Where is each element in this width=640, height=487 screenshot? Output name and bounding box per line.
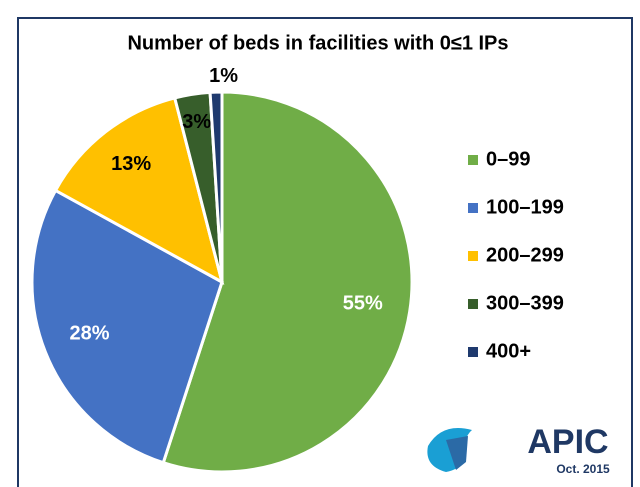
logo-name: APIC — [527, 423, 608, 461]
pie-slice — [53, 96, 225, 285]
data-label: 3% — [182, 111, 211, 133]
legend-label: 300–399 — [486, 292, 564, 314]
data-label: 13% — [111, 153, 151, 175]
chart-title: Number of beds in facilities with 0≤1 IP… — [127, 32, 508, 54]
data-label: 55% — [343, 293, 383, 315]
logo-icon-shield — [446, 436, 468, 470]
legend-swatch — [468, 251, 478, 261]
data-label: 1% — [209, 65, 238, 87]
legend-swatch — [468, 347, 478, 357]
legend-swatch — [468, 155, 478, 165]
legend-label: 100–199 — [486, 196, 564, 218]
pie-slice — [208, 90, 224, 283]
pie-slice — [161, 90, 414, 474]
logo: APIC Oct. 2015 — [427, 423, 610, 476]
pie-slice — [30, 188, 224, 465]
legend-swatch — [468, 299, 478, 309]
legend-swatch — [468, 203, 478, 213]
data-label: 28% — [69, 323, 109, 345]
logo-date: Oct. 2015 — [556, 462, 610, 476]
legend-label: 0–99 — [486, 148, 531, 170]
legend-label: 400+ — [486, 340, 531, 362]
legend-label: 200–299 — [486, 244, 564, 266]
